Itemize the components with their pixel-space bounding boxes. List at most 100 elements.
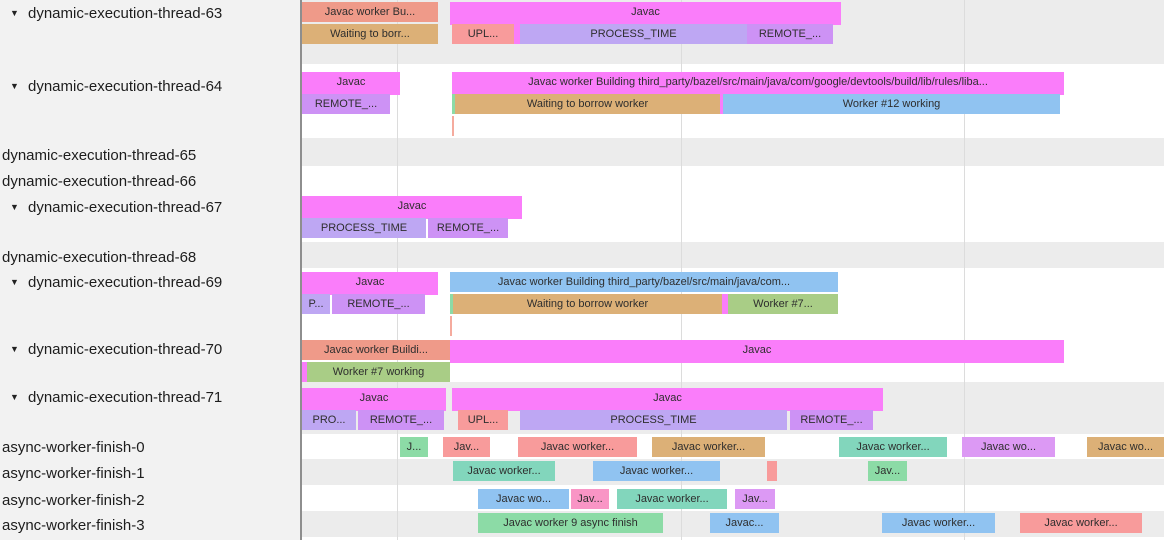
track-name-label: dynamic-execution-thread-70 [28, 340, 223, 358]
trace-slice[interactable] [767, 461, 777, 481]
trace-slice[interactable]: Javac worker Building third_party/bazel/… [450, 272, 838, 292]
trace-slice[interactable]: Worker #7 working [307, 362, 450, 382]
collapse-arrow-icon[interactable]: ▼ [10, 81, 19, 91]
trace-slice[interactable]: Javac worker... [882, 513, 995, 533]
track-name-label: async-worker-finish-3 [2, 516, 145, 534]
trace-slice[interactable]: Javac worker 9 async finish [478, 513, 663, 533]
sidebar-item-dynamic-execution-thread-64[interactable]: ▼ dynamic-execution-thread-64 [0, 75, 298, 97]
trace-slice[interactable]: Javac worker Building third_party/bazel/… [452, 72, 1064, 95]
track-name-label: dynamic-execution-thread-65 [2, 146, 197, 164]
trace-slice[interactable] [450, 294, 453, 314]
track-name-label: dynamic-execution-thread-66 [2, 172, 197, 190]
track-background-stripe [302, 537, 1164, 540]
collapse-arrow-icon[interactable]: ▼ [10, 344, 19, 354]
trace-slice[interactable]: Javac [450, 2, 841, 25]
time-gridline [397, 0, 398, 540]
collapse-arrow-icon[interactable]: ▼ [10, 8, 19, 18]
trace-slice[interactable]: REMOTE_... [428, 218, 508, 238]
trace-slice[interactable]: Jav... [868, 461, 907, 481]
track-name-label: dynamic-execution-thread-64 [28, 77, 223, 95]
trace-slice[interactable]: Javac worker... [518, 437, 637, 457]
trace-slice[interactable]: REMOTE_... [790, 410, 873, 430]
trace-slice[interactable] [722, 294, 728, 314]
trace-slice[interactable]: Waiting to borrow worker [453, 294, 722, 314]
trace-slice[interactable]: PROCESS_TIME [302, 218, 426, 238]
trace-slice[interactable]: Javac worker... [593, 461, 720, 481]
sidebar-item-dynamic-execution-thread-70[interactable]: ▼ dynamic-execution-thread-70 [0, 338, 298, 360]
trace-slice[interactable]: REMOTE_... [358, 410, 444, 430]
trace-slice[interactable]: Jav... [735, 489, 775, 509]
trace-slice[interactable]: REMOTE_... [747, 24, 833, 44]
track-name-label: dynamic-execution-thread-67 [28, 198, 223, 216]
sidebar-item-async-worker-finish-0[interactable]: async-worker-finish-0 [0, 436, 298, 458]
trace-slice[interactable]: Javac wo... [962, 437, 1055, 457]
trace-slice[interactable] [452, 116, 454, 136]
track-name-label: dynamic-execution-thread-63 [28, 4, 223, 22]
trace-slice[interactable]: P... [302, 294, 330, 314]
trace-slice[interactable]: J... [400, 437, 428, 457]
trace-slice[interactable]: Javac worker... [839, 437, 947, 457]
collapse-arrow-icon[interactable]: ▼ [10, 392, 19, 402]
sidebar-divider[interactable] [300, 0, 302, 540]
track-name-label: dynamic-execution-thread-69 [28, 273, 223, 291]
sidebar-item-async-worker-finish-2[interactable]: async-worker-finish-2 [0, 489, 298, 511]
trace-slice[interactable]: Javac wo... [478, 489, 569, 509]
track-background-stripe [302, 459, 1164, 485]
sidebar-item-dynamic-execution-thread-68[interactable]: dynamic-execution-thread-68 [0, 246, 298, 268]
trace-slice[interactable]: PROCESS_TIME [520, 410, 787, 430]
trace-slice[interactable]: Javac [302, 72, 400, 95]
track-name-sidebar: ▼ dynamic-execution-thread-63 ▼ dynamic-exe… [0, 0, 300, 540]
track-name-label: dynamic-execution-thread-71 [28, 388, 223, 406]
trace-slice[interactable]: UPL... [452, 24, 514, 44]
trace-slice[interactable]: Worker #12 working [723, 94, 1060, 114]
trace-slice[interactable] [302, 362, 307, 382]
sidebar-item-dynamic-execution-thread-66[interactable]: dynamic-execution-thread-66 [0, 170, 298, 192]
trace-slice[interactable]: REMOTE_... [332, 294, 425, 314]
trace-slice[interactable]: Waiting to borrow worker [455, 94, 720, 114]
time-gridline [681, 0, 682, 540]
trace-slice[interactable]: Javac... [710, 513, 779, 533]
trace-slice[interactable] [450, 316, 452, 336]
sidebar-item-async-worker-finish-3[interactable]: async-worker-finish-3 [0, 514, 298, 536]
track-name-label: async-worker-finish-2 [2, 491, 145, 509]
trace-slice[interactable]: Jav... [571, 489, 609, 509]
trace-slice[interactable]: Javac worker Buildi... [302, 340, 450, 360]
trace-slice[interactable]: Javac [450, 340, 1064, 363]
track-background-stripe [302, 242, 1164, 268]
sidebar-item-dynamic-execution-thread-71[interactable]: ▼ dynamic-execution-thread-71 [0, 386, 298, 408]
trace-slice[interactable] [514, 24, 520, 44]
trace-slice[interactable]: Javac worker... [453, 461, 555, 481]
collapse-arrow-icon[interactable]: ▼ [10, 202, 19, 212]
trace-slice[interactable]: Javac [302, 196, 522, 219]
trace-slice[interactable]: Javac worker... [1020, 513, 1142, 533]
trace-slice[interactable]: Javac [452, 388, 883, 411]
trace-slice[interactable]: Waiting to borr... [302, 24, 438, 44]
trace-slice[interactable] [452, 94, 455, 114]
sidebar-item-dynamic-execution-thread-67[interactable]: ▼ dynamic-execution-thread-67 [0, 196, 298, 218]
trace-slice[interactable]: Javac worker... [652, 437, 765, 457]
sidebar-item-dynamic-execution-thread-65[interactable]: dynamic-execution-thread-65 [0, 144, 298, 166]
trace-slice[interactable]: Javac [302, 388, 446, 411]
sidebar-item-dynamic-execution-thread-63[interactable]: ▼ dynamic-execution-thread-63 [0, 2, 298, 24]
trace-slice[interactable]: Javac worker Bu... [302, 2, 438, 22]
trace-slice[interactable]: Javac wo... [1087, 437, 1164, 457]
trace-slice[interactable]: Javac [302, 272, 438, 295]
track-name-label: async-worker-finish-1 [2, 464, 145, 482]
trace-slice[interactable]: UPL... [458, 410, 508, 430]
track-name-label: dynamic-execution-thread-68 [2, 248, 197, 266]
track-name-label: async-worker-finish-0 [2, 438, 145, 456]
time-gridline [964, 0, 965, 540]
trace-slice[interactable]: Worker #7... [728, 294, 838, 314]
trace-slice[interactable]: Javac worker... [617, 489, 727, 509]
trace-slice[interactable]: PRO... [302, 410, 356, 430]
trace-slice[interactable]: PROCESS_TIME [520, 24, 747, 44]
trace-slice[interactable]: Jav... [443, 437, 490, 457]
sidebar-item-dynamic-execution-thread-69[interactable]: ▼ dynamic-execution-thread-69 [0, 271, 298, 293]
track-background-stripe [302, 138, 1164, 166]
trace-slice[interactable]: REMOTE_... [302, 94, 390, 114]
collapse-arrow-icon[interactable]: ▼ [10, 277, 19, 287]
sidebar-item-async-worker-finish-1[interactable]: async-worker-finish-1 [0, 462, 298, 484]
trace-slice[interactable] [720, 94, 723, 114]
